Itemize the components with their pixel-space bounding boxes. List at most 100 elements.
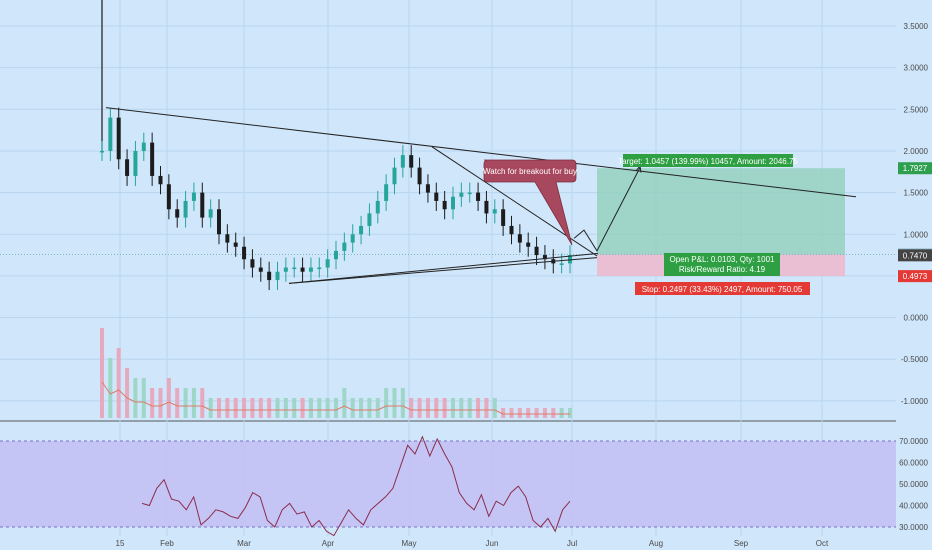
volume-bar (191, 388, 196, 418)
candle-body (526, 242, 531, 247)
volume-bar (141, 378, 146, 418)
candle-body (367, 213, 372, 226)
volume-bar (375, 398, 380, 418)
volume-bar (509, 408, 514, 418)
candle-body (300, 267, 305, 272)
candle-body (217, 209, 221, 235)
volume-bar (158, 388, 163, 418)
candle-body (158, 175, 163, 185)
volume-bar (133, 378, 138, 418)
candle-body (534, 246, 539, 256)
candle-body (292, 267, 297, 270)
candle-body (559, 263, 564, 265)
candle-body (108, 117, 113, 151)
rsi-panel (0, 435, 896, 537)
x-tick-label: Sep (734, 539, 749, 548)
volume-bar (484, 398, 489, 418)
price-tick-label: -0.5000 (901, 355, 929, 364)
candle-body (100, 150, 104, 153)
candle-body (568, 255, 572, 264)
volume-bar (317, 398, 322, 418)
volume-bar (275, 398, 280, 418)
annotations: Watch for breakout for buy Target: 1.0457… (483, 154, 932, 295)
volume-bar (250, 398, 255, 418)
candle-body (425, 184, 430, 193)
candle-body (375, 200, 380, 214)
price-tag-box (898, 162, 932, 175)
volume-bar (166, 378, 171, 418)
volume-bar (258, 398, 263, 418)
rsi-axis: 70.0000 60.0000 50.0000 40.0000 30.0000 (899, 437, 928, 532)
price-tick-label: 2.0000 (904, 147, 929, 156)
candle-body (133, 150, 138, 176)
price-tag-box (898, 270, 932, 283)
volume-bar (451, 398, 455, 418)
price-tag-text: 0.7470 (903, 251, 928, 260)
price-tick-label: 3.0000 (904, 64, 929, 73)
rsi-tick-label: 50.0000 (899, 480, 928, 489)
target-zone (597, 168, 845, 255)
price-tick-label: 3.5000 (904, 22, 929, 31)
candle-body (141, 142, 146, 151)
volume-bar (568, 408, 572, 418)
candle-body (467, 192, 472, 195)
candle-body (116, 117, 121, 160)
x-tick-label: Jun (486, 539, 499, 548)
position-zones (0, 168, 896, 277)
volume-bar (208, 398, 213, 418)
volume-bar (350, 398, 355, 418)
volume-bar (384, 388, 389, 418)
volume-bar (292, 398, 297, 418)
candle-body (325, 259, 330, 268)
volume-bar (200, 388, 205, 418)
candle-body (175, 209, 180, 218)
x-tick-label: Aug (649, 539, 663, 548)
volume-bar (108, 358, 113, 418)
trendlines (105, 107, 857, 284)
candle-body (166, 184, 171, 210)
volume-bar (175, 388, 180, 418)
x-tick-label: May (401, 539, 416, 548)
x-tick-label: Jul (567, 539, 577, 548)
price-tag-box (898, 249, 932, 262)
rsi-tick-label: 60.0000 (899, 459, 928, 468)
candle-body (476, 192, 481, 201)
candle-body (509, 225, 514, 235)
volume-bars (100, 328, 572, 418)
volume-bar (217, 398, 221, 418)
candle-body (200, 192, 205, 218)
price-tick-label: 2.5000 (904, 105, 929, 114)
pnl-label: Open P&L: 0.0103, Qty: 1001 (670, 255, 776, 264)
candle-body (233, 242, 238, 247)
volume-bar (467, 398, 472, 418)
volume-bar (342, 388, 347, 418)
volume-bar (459, 398, 464, 418)
volume-bar (150, 388, 155, 418)
volume-bar (300, 398, 305, 418)
pnl-label-box (664, 253, 780, 276)
support-line-2 (288, 252, 599, 284)
volume-bar (400, 388, 405, 418)
volume-bar (116, 348, 121, 418)
candle-body (191, 192, 196, 201)
candle-body (267, 271, 272, 281)
volume-bar (542, 408, 547, 418)
volume-bar (325, 398, 330, 418)
price-tick-label: -1.0000 (901, 397, 929, 406)
x-tick-label: 15 (116, 539, 125, 548)
candle-body (517, 234, 522, 243)
candle-body (275, 271, 280, 281)
volume-bar (476, 398, 481, 418)
volume-bar (392, 388, 397, 418)
volume-bar (559, 408, 564, 418)
x-tick-label: Oct (816, 539, 829, 548)
stop-label-box (635, 282, 810, 295)
volume-bar (283, 398, 288, 418)
candle-body (434, 192, 439, 201)
candle-body (417, 167, 422, 185)
price-tag-text: 0.4973 (903, 272, 928, 281)
volume-bar (492, 398, 497, 418)
candle-body (283, 267, 288, 272)
x-tick-label: Feb (160, 539, 174, 548)
